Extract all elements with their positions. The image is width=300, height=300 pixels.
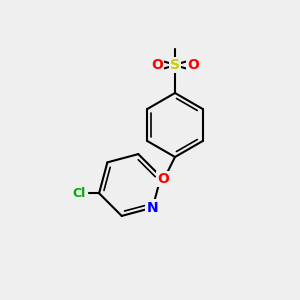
Text: S: S xyxy=(170,58,180,72)
Text: O: O xyxy=(151,58,163,72)
Text: O: O xyxy=(157,172,169,186)
Text: Cl: Cl xyxy=(73,187,86,200)
Text: N: N xyxy=(147,201,158,214)
Text: O: O xyxy=(187,58,199,72)
